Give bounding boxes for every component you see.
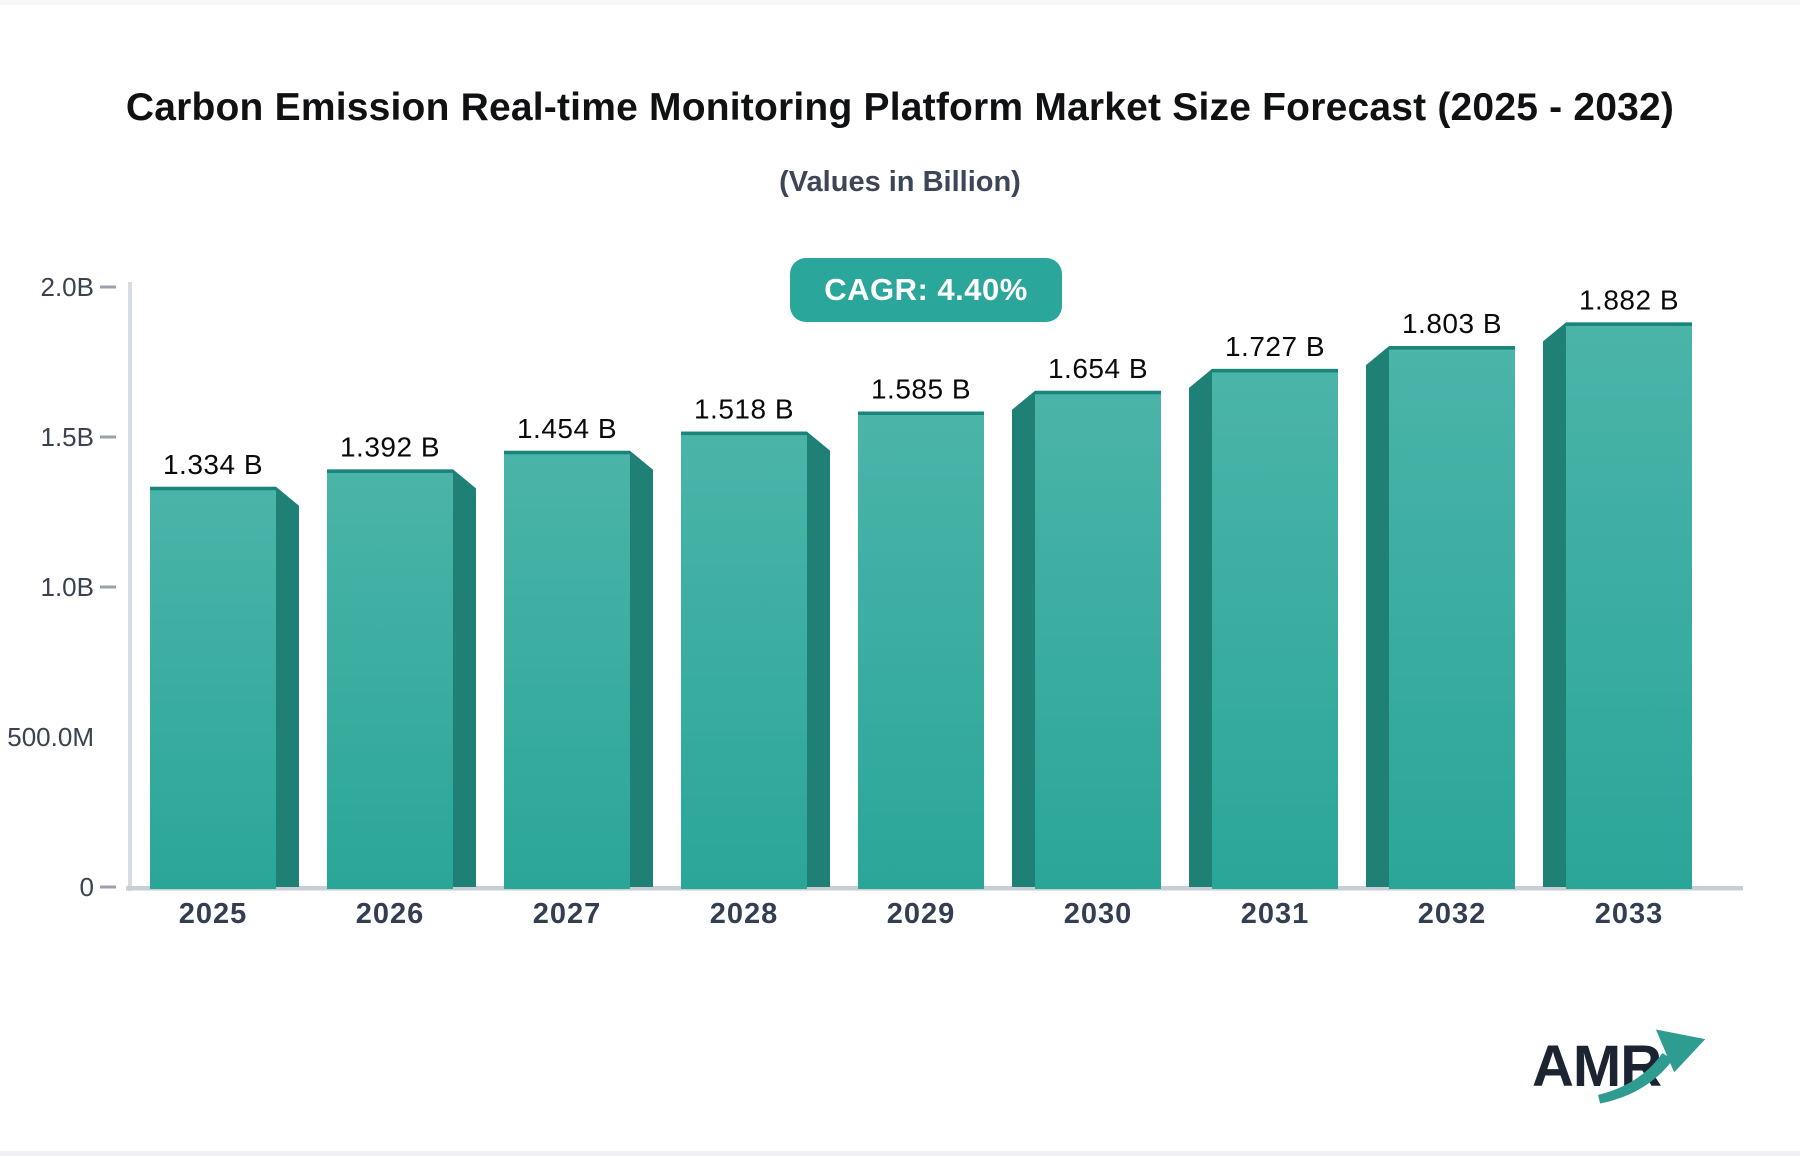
y-tick-dash <box>100 885 116 889</box>
bar-face <box>1212 368 1338 889</box>
brand-logo: AMR <box>1520 1025 1740 1120</box>
top-edge-strip <box>0 0 1800 5</box>
cagr-badge: CAGR: 4.40% <box>790 258 1062 322</box>
x-category-label: 2026 <box>356 898 425 930</box>
bar-top-edge <box>504 450 630 455</box>
bar-face <box>150 486 276 889</box>
bar-side <box>1189 368 1212 887</box>
x-category-label: 2027 <box>533 898 602 930</box>
bar-side <box>276 486 299 887</box>
bottom-edge-strip <box>0 1151 1800 1156</box>
bar-side <box>453 469 476 887</box>
y-tick-dash <box>100 585 116 589</box>
bar-face <box>1389 346 1515 890</box>
bar-face <box>327 469 453 889</box>
x-category-label: 2029 <box>887 898 956 930</box>
y-tick-label: 1.0B <box>41 572 95 602</box>
y-tick-label: 1.5B <box>41 422 95 452</box>
bar-side <box>1012 390 1035 887</box>
bar-2027: 1.454 B 2027 <box>504 413 653 930</box>
bar-2033: 1.882 B 2033 <box>1543 284 1692 930</box>
bar-face <box>1566 322 1692 889</box>
bar-value-label: 1.454 B <box>517 413 617 444</box>
x-category-label: 2028 <box>710 898 779 930</box>
bar-side <box>630 450 653 887</box>
bar-value-label: 1.392 B <box>340 431 440 462</box>
bar-2028: 1.518 B 2028 <box>681 394 830 930</box>
bar-side <box>1366 346 1389 888</box>
bar-top-edge <box>681 431 807 436</box>
bar-value-label: 1.727 B <box>1225 331 1325 362</box>
y-tick-dash <box>100 435 116 439</box>
bar-top-edge <box>327 469 453 473</box>
bar-top-edge <box>1212 368 1338 373</box>
bar-value-label: 1.654 B <box>1048 353 1148 384</box>
bar-face <box>858 411 984 889</box>
bar-2029: 1.585 B 2029 <box>858 374 984 930</box>
y-tick-label: 0 <box>80 872 94 902</box>
x-category-label: 2031 <box>1241 898 1310 930</box>
y-tick-dash <box>100 285 116 289</box>
y-axis-line <box>128 282 132 891</box>
bar-face <box>681 431 807 889</box>
bar-face <box>1035 390 1161 889</box>
bar-side <box>1543 322 1566 887</box>
bar-2030: 1.654 B 2030 <box>1012 353 1161 930</box>
bar-side <box>807 431 830 887</box>
bar-top-edge <box>858 411 984 415</box>
bar-value-label: 1.585 B <box>871 374 971 405</box>
bar-top-edge <box>1389 346 1515 350</box>
chart-subtitle: (Values in Billion) <box>779 166 1021 198</box>
bar-face <box>504 450 630 889</box>
bar-value-label: 1.882 B <box>1579 284 1679 315</box>
bar-2026: 1.392 B 2026 <box>327 431 476 930</box>
bar-2025: 1.334 B 2025 <box>150 449 299 930</box>
bar-value-label: 1.518 B <box>694 394 794 425</box>
bar-value-label: 1.334 B <box>163 449 263 480</box>
y-tick-label: 500.0M <box>7 722 94 752</box>
x-category-label: 2033 <box>1595 898 1664 930</box>
bar-2031: 1.727 B 2031 <box>1189 331 1338 930</box>
y-tick-label: 2.0B <box>41 272 95 302</box>
x-category-label: 2032 <box>1418 898 1487 930</box>
bar-2032: 1.803 B 2032 <box>1366 308 1515 930</box>
x-category-label: 2030 <box>1064 898 1133 930</box>
bar-value-label: 1.803 B <box>1402 308 1502 339</box>
x-category-label: 2025 <box>179 898 248 930</box>
chart-title: Carbon Emission Real-time Monitoring Pla… <box>125 86 1675 129</box>
growth-arrow-icon <box>1598 1029 1706 1104</box>
bar-top-edge <box>1566 322 1692 326</box>
bar-top-edge <box>1035 390 1161 395</box>
bar-top-edge <box>150 486 276 491</box>
